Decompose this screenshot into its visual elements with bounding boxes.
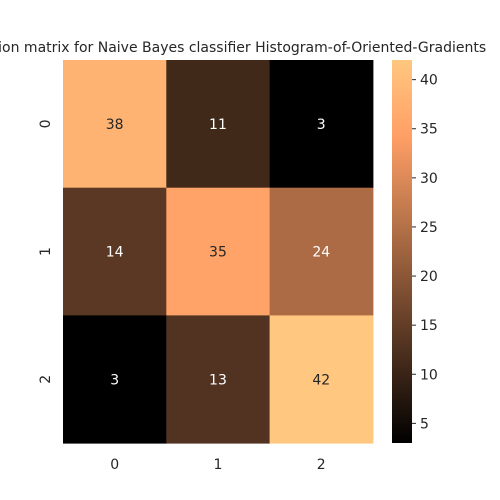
heatmap-cell [63,187,167,316]
colorbar [392,60,412,443]
x-tick-label: 0 [110,457,119,473]
heatmap-cell [269,60,374,189]
heatmap-cell [269,315,374,444]
cell-value-label: 13 [209,372,227,388]
heatmap-cell [166,60,271,189]
heatmap-cell [166,187,271,316]
colorbar-tick-label: 40 [420,73,438,89]
y-tick-label: 2 [38,375,54,384]
colorbar-tick-label: 10 [420,367,438,383]
heatmap-cell [269,187,374,316]
heatmap-cell [63,315,167,444]
colorbar-tick-label: 35 [420,122,438,138]
heatmap-cell [63,60,167,189]
cell-value-label: 35 [209,245,227,261]
x-tick-label: 1 [213,457,222,473]
y-tick-label: 0 [38,119,54,128]
cell-value-label: 24 [312,245,330,261]
y-axis-ticks: 0 1 2 [38,119,54,383]
colorbar-tick-label: 25 [420,220,438,236]
colorbar-tick-label: 20 [420,269,438,285]
heatmap-cell-labels: 38 11 3 14 35 24 3 13 42 [106,117,331,388]
cell-value-label: 42 [312,372,330,388]
chart-title: Confusion matrix for Naive Bayes classif… [0,40,486,56]
cell-value-label: 38 [106,117,124,133]
x-axis-ticks: 0 1 2 [110,457,326,473]
colorbar-tick-label: 30 [420,171,438,187]
y-tick-label: 1 [38,247,54,256]
colorbar-ticks: 5 10 15 20 25 30 35 40 [412,73,438,432]
cell-value-label: 3 [317,117,326,133]
heatmap-cell [166,315,271,444]
colorbar-tick-label: 15 [420,318,438,334]
cell-value-label: 3 [110,372,119,388]
cell-value-label: 14 [106,245,124,261]
cell-value-label: 11 [209,117,227,133]
heatmap-cells [63,60,374,444]
colorbar-tick-label: 5 [420,416,429,432]
x-tick-label: 2 [317,457,326,473]
